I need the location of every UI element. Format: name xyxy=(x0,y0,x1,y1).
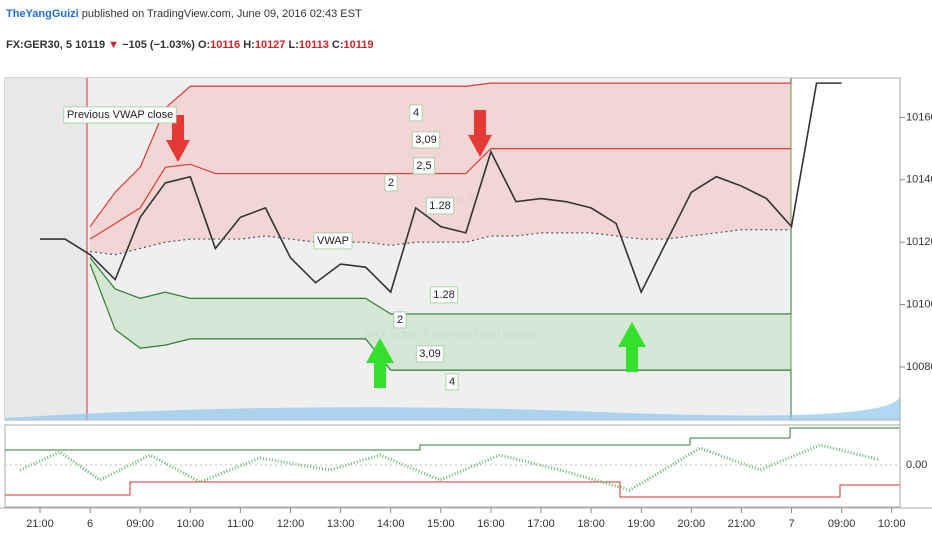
band-line xyxy=(89,263,792,371)
high: 10127 xyxy=(255,39,286,51)
indicator-tick-label: 0.00 xyxy=(906,459,927,471)
plot xyxy=(40,82,842,371)
low: 10113 xyxy=(299,39,329,51)
x-tick-label: 15:00 xyxy=(427,518,455,530)
x-tick-label: 17:00 xyxy=(527,518,555,530)
arrow-up xyxy=(618,322,646,372)
annotation: 1.28 xyxy=(429,200,450,212)
x-tick-label: 14:00 xyxy=(377,518,405,530)
symbol: FX:GER30, 5 xyxy=(6,39,72,51)
open-label: O: xyxy=(198,39,210,51)
x-tick-label: 18:00 xyxy=(577,518,605,530)
band-fill xyxy=(90,83,792,255)
annotation: 2 xyxy=(397,314,403,326)
watermark-description: DAX index of German listed shares xyxy=(364,329,536,341)
header-line-2: FX:GER30, 5 10119 ▼ −105 (−1.03%) O:1011… xyxy=(6,39,374,51)
x-tick-label: 21:00 xyxy=(728,518,756,530)
x-tick-label: 12:00 xyxy=(277,518,305,530)
annotation-box xyxy=(63,106,177,124)
annotation-box xyxy=(429,286,459,304)
band-line xyxy=(89,148,792,240)
annotation-box xyxy=(425,197,455,215)
prev-session xyxy=(5,78,87,420)
x-tick-label: 13:00 xyxy=(327,518,355,530)
band-line xyxy=(89,82,792,227)
annotation: Previous VWAP close xyxy=(67,109,173,121)
x-tick-label: 11:00 xyxy=(227,518,254,530)
x-tick-label: 6 xyxy=(87,518,93,530)
annotation-box xyxy=(411,131,441,149)
y-tick-label: 10140 xyxy=(906,174,932,186)
direction: ▼ xyxy=(108,39,119,51)
change: −105 (−1.03%) xyxy=(122,39,195,51)
annotation-box xyxy=(393,311,407,329)
x-tick-label: 09:00 xyxy=(126,518,154,530)
arrow-down xyxy=(468,110,492,157)
y-tick-label: 10100 xyxy=(906,298,932,310)
annotation: 2 xyxy=(388,177,394,189)
annotation: 4 xyxy=(449,376,455,388)
x-tick-label: 19:00 xyxy=(627,518,655,530)
x-tick-label: 16:00 xyxy=(477,518,505,530)
indicator-lower xyxy=(5,481,900,498)
x-tick-label: 09:00 xyxy=(828,518,856,530)
last: 10119 xyxy=(75,39,105,51)
published: published on TradingView.com, June 09, 2… xyxy=(82,8,362,20)
annotation-box xyxy=(445,373,459,391)
x-tick-label: 10:00 xyxy=(878,518,906,530)
annotation-box xyxy=(384,174,398,192)
annotation: 1.28 xyxy=(433,289,454,301)
high-label: H: xyxy=(243,39,255,51)
annotation-box xyxy=(313,232,353,250)
annotation: 3,09 xyxy=(415,134,436,146)
close: 10119 xyxy=(344,39,374,51)
annotation: 4 xyxy=(413,107,419,119)
low-label: L: xyxy=(288,39,298,51)
annotation-box xyxy=(415,345,445,363)
annotation: 3,09 xyxy=(419,348,440,360)
open: 10116 xyxy=(210,39,240,51)
x-tick-label: 20:00 xyxy=(678,518,706,530)
band-line xyxy=(89,257,792,315)
price-line xyxy=(40,82,842,295)
arrow-up xyxy=(366,338,394,388)
annotation: 2,5 xyxy=(416,160,431,172)
annotation-box xyxy=(409,104,423,122)
annotation-box xyxy=(412,157,436,175)
y-tick-label: 10080 xyxy=(906,361,932,373)
annotation: VWAP xyxy=(317,235,349,247)
header-line-1: TheYangGuizi published on TradingView.co… xyxy=(6,8,362,20)
volume xyxy=(5,395,900,420)
y-tick-label: 10120 xyxy=(906,236,932,248)
indicator-upper xyxy=(5,427,900,451)
indicator-histogram xyxy=(19,443,881,492)
x-tick-label: 7 xyxy=(788,518,794,530)
close-label: C: xyxy=(332,39,344,51)
author: TheYangGuizi xyxy=(6,8,79,20)
arrow-down xyxy=(166,115,190,162)
x-tick-label: 10:00 xyxy=(177,518,205,530)
x-tick-label: 21:00 xyxy=(26,518,54,530)
